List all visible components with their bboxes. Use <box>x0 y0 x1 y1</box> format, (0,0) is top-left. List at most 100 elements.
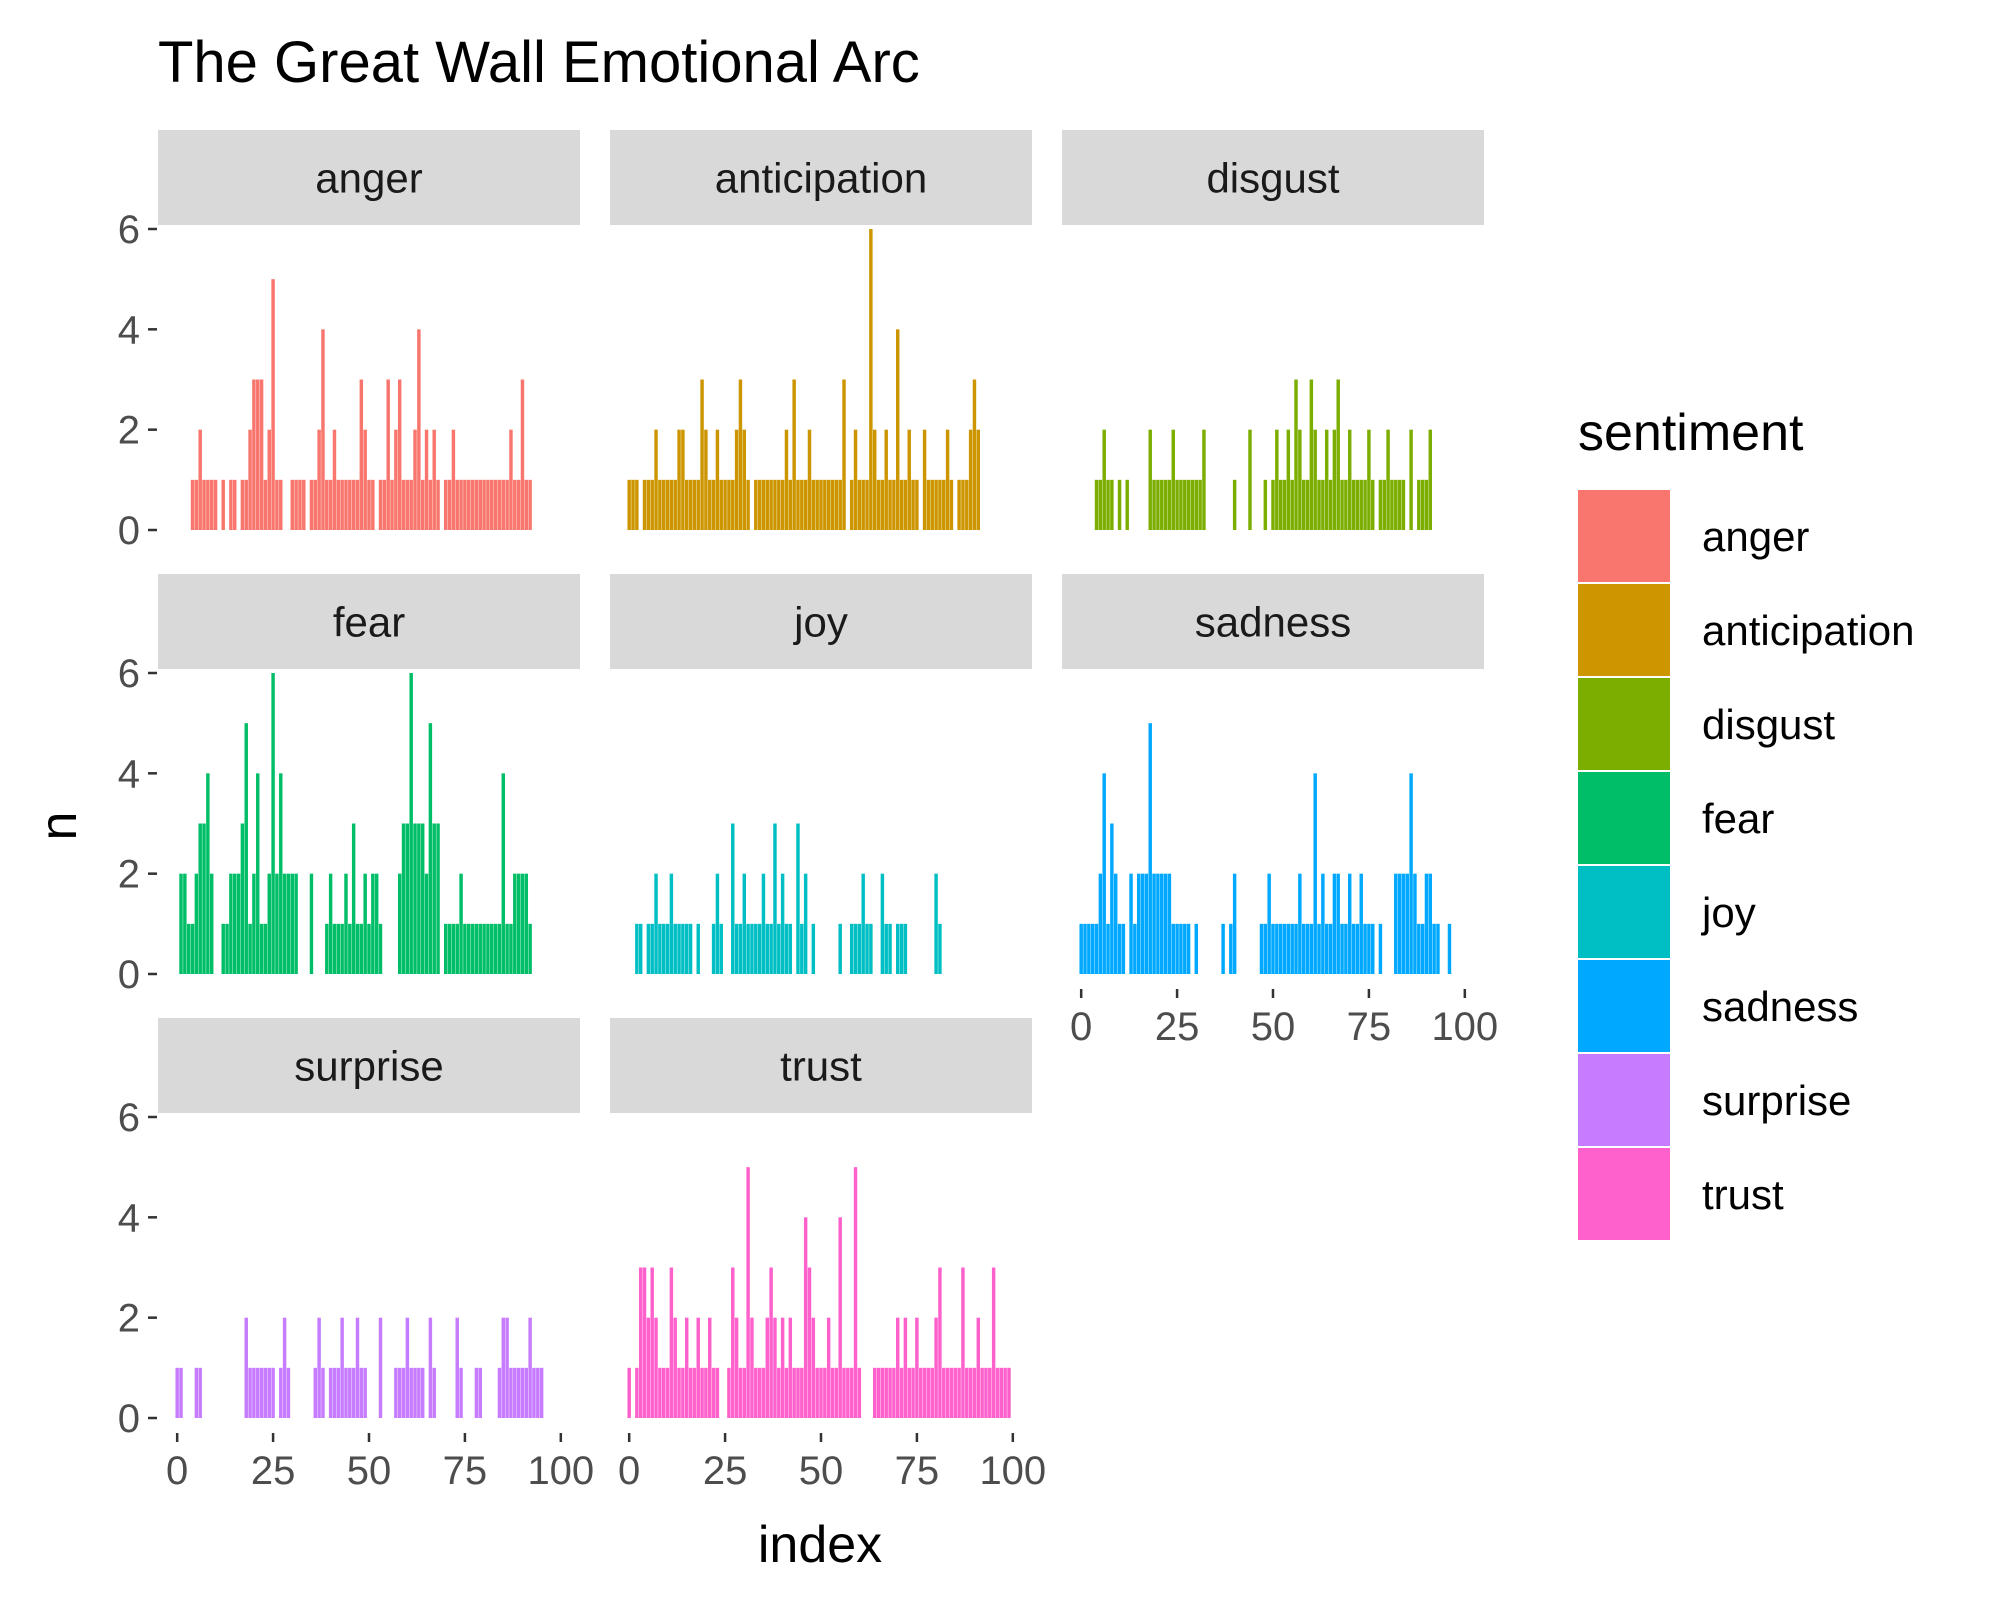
bar <box>290 873 294 974</box>
bar <box>1263 923 1268 974</box>
bar <box>259 379 264 530</box>
bar <box>371 873 375 974</box>
bar <box>857 1367 862 1418</box>
bar <box>513 479 517 530</box>
bar <box>501 479 505 530</box>
bar <box>700 1367 704 1418</box>
bar <box>784 1367 789 1418</box>
bar <box>826 1317 831 1418</box>
bar <box>761 1367 766 1418</box>
bar <box>486 479 490 530</box>
bar <box>455 1317 459 1418</box>
bar <box>704 1367 708 1418</box>
bar <box>1278 923 1283 974</box>
bar <box>727 1367 731 1418</box>
bar <box>405 479 410 530</box>
bar <box>949 1367 954 1418</box>
bar <box>654 1317 658 1418</box>
bar <box>788 923 793 974</box>
bar <box>646 923 651 974</box>
legend-item-anticipation: anticipation <box>1578 584 1914 676</box>
bar <box>849 479 854 530</box>
bar <box>198 429 202 530</box>
bar <box>509 1367 513 1418</box>
bar <box>263 1367 268 1418</box>
bar <box>945 429 950 530</box>
bar <box>784 429 789 530</box>
bar <box>1133 923 1137 974</box>
bar <box>773 823 777 974</box>
bar <box>248 923 252 974</box>
bar <box>363 1367 367 1418</box>
bar <box>451 429 456 530</box>
bar <box>455 923 459 974</box>
bar <box>1152 873 1156 974</box>
bar <box>911 479 915 530</box>
bar <box>1336 873 1340 974</box>
bar <box>1286 429 1291 530</box>
bar <box>738 379 743 530</box>
bar <box>765 479 770 530</box>
bar <box>711 479 716 530</box>
bar <box>1263 479 1268 530</box>
bar <box>1290 923 1294 974</box>
bar <box>650 479 654 530</box>
bar <box>661 1367 666 1418</box>
bar <box>888 479 892 530</box>
bar <box>792 1367 796 1418</box>
bar <box>1447 923 1452 974</box>
y-tick-label: 0 <box>118 953 140 997</box>
bar <box>696 1317 700 1418</box>
bar <box>838 923 842 974</box>
bar <box>444 479 448 530</box>
bar <box>688 479 693 530</box>
bar <box>884 923 888 974</box>
bar <box>919 1367 923 1418</box>
bar <box>834 479 839 530</box>
bar <box>325 923 329 974</box>
bar <box>1183 923 1187 974</box>
bar <box>1367 923 1371 974</box>
bar <box>677 1367 681 1418</box>
facet-strip-label: anticipation <box>715 155 927 202</box>
bar <box>328 1367 333 1418</box>
bar <box>642 479 647 530</box>
bar <box>807 1267 812 1418</box>
bar <box>1298 873 1302 974</box>
bar <box>444 923 448 974</box>
bar <box>1409 773 1413 974</box>
bar <box>665 479 670 530</box>
bar <box>1007 1367 1011 1418</box>
bar <box>876 1367 881 1418</box>
bar <box>1167 873 1172 974</box>
bar <box>256 379 260 530</box>
bar <box>344 479 348 530</box>
bar <box>1313 429 1317 530</box>
bar <box>244 723 248 974</box>
bar <box>520 379 525 530</box>
bar <box>486 923 490 974</box>
bar <box>838 1217 842 1418</box>
bar <box>271 279 275 530</box>
bar <box>754 923 758 974</box>
bar <box>681 429 685 530</box>
facet-strip-disgust <box>1062 130 1484 225</box>
bar <box>233 479 237 530</box>
bar <box>780 479 785 530</box>
x-tick-label: 50 <box>1251 1005 1296 1049</box>
legend-label: fear <box>1702 795 1774 842</box>
bar <box>685 923 689 974</box>
bar <box>711 923 716 974</box>
bar <box>1160 479 1164 530</box>
bar <box>539 1367 544 1418</box>
bar <box>497 479 502 530</box>
facet-panels: anger 0 2 4 6 anticipation disgust fear 0 2 4 6 joy s… <box>118 130 1498 1493</box>
bar <box>1359 479 1363 530</box>
bar <box>1286 923 1291 974</box>
bar <box>765 923 770 974</box>
bar <box>275 479 279 530</box>
bar <box>1267 873 1271 974</box>
bar <box>642 1267 647 1418</box>
bar <box>252 873 256 974</box>
bar <box>470 479 475 530</box>
